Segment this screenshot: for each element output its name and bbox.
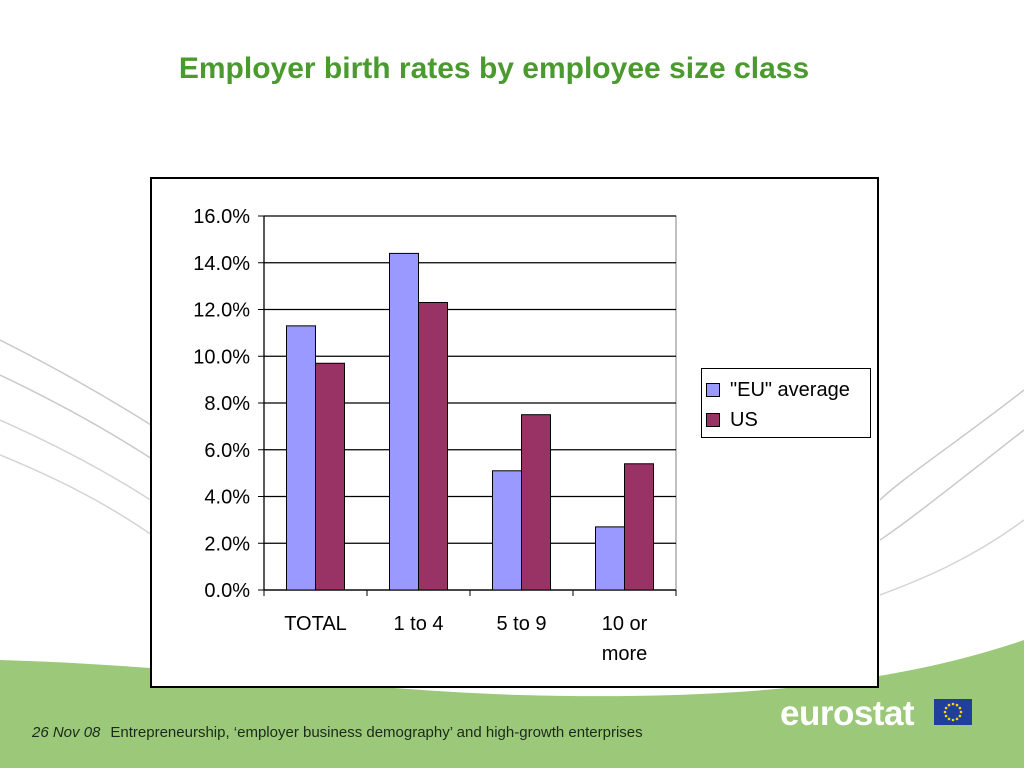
x-tick-label: 5 to 9: [496, 613, 546, 635]
x-tick-label: more: [602, 643, 648, 665]
y-tick-label: 16.0%: [193, 206, 250, 228]
chart-legend: "EU" average US: [701, 368, 871, 438]
legend-label-eu: "EU" average: [730, 378, 850, 401]
bar-us: [418, 301, 448, 591]
y-tick-label: 8.0%: [204, 393, 250, 415]
legend-label-us: US: [730, 408, 758, 431]
eu-flag-star: [955, 703, 959, 707]
eu-flag-star: [944, 714, 948, 718]
bar-eu: [595, 526, 625, 591]
bar-us: [521, 414, 551, 591]
bar-eu: [286, 325, 316, 591]
eurostat-logo: eurostat: [780, 694, 915, 734]
bar-us: [315, 362, 345, 591]
background-swoosh: [879, 389, 1024, 501]
eu-flag-star: [958, 714, 962, 718]
eu-flag-star: [947, 717, 951, 721]
eu-flag-star: [943, 710, 947, 714]
x-tick-label: 1 to 4: [393, 613, 443, 635]
footer-band: [0, 640, 1024, 768]
eu-flag-star: [951, 702, 955, 706]
eu-flag-star: [958, 706, 962, 710]
background-swoosh: [879, 429, 1024, 541]
legend-item-us: US: [702, 405, 870, 435]
x-tick-label: TOTAL: [284, 613, 347, 635]
bar-us: [624, 463, 654, 591]
eu-flag-icon: [934, 699, 972, 725]
y-tick-label: 2.0%: [204, 533, 250, 555]
eu-flag-star: [944, 706, 948, 710]
eu-flag-star: [955, 717, 959, 721]
y-tick-label: 6.0%: [204, 440, 250, 462]
legend-swatch-eu: [706, 383, 720, 397]
y-tick-label: 4.0%: [204, 487, 250, 509]
y-tick-label: 14.0%: [193, 253, 250, 275]
chart-container: 0.0% 2.0% 4.0% 6.0% 8.0% 10.0% 12.0% 14.0% 16.0%…: [150, 177, 879, 688]
legend-item-eu: "EU" average: [702, 375, 870, 405]
legend-swatch-us: [706, 413, 720, 427]
bar-chart: 0.0% 2.0% 4.0% 6.0% 8.0% 10.0% 12.0% 14.0% 16.0%…: [193, 206, 677, 665]
bar-eu: [389, 252, 419, 591]
eu-flag-star: [951, 718, 955, 722]
footer-date: 26 Nov 08: [32, 724, 101, 741]
y-tick-label: 12.0%: [193, 300, 250, 322]
eu-flag-star: [959, 710, 963, 714]
background-swoosh: [879, 519, 1024, 596]
slide-title: Employer birth rates by employee size cl…: [178, 52, 810, 85]
x-tick-label: 10 or: [602, 613, 648, 635]
footer-text: Entrepreneurship, ‘employer business dem…: [110, 724, 643, 741]
y-tick-label: 10.0%: [193, 346, 250, 368]
bar-eu: [492, 470, 522, 591]
eu-flag-star: [947, 703, 951, 707]
logo-text: eurostat: [780, 694, 915, 733]
footer: 26 Nov 08 Entrepreneurship, ‘employer bus…: [32, 724, 643, 741]
y-tick-label: 0.0%: [204, 580, 250, 602]
